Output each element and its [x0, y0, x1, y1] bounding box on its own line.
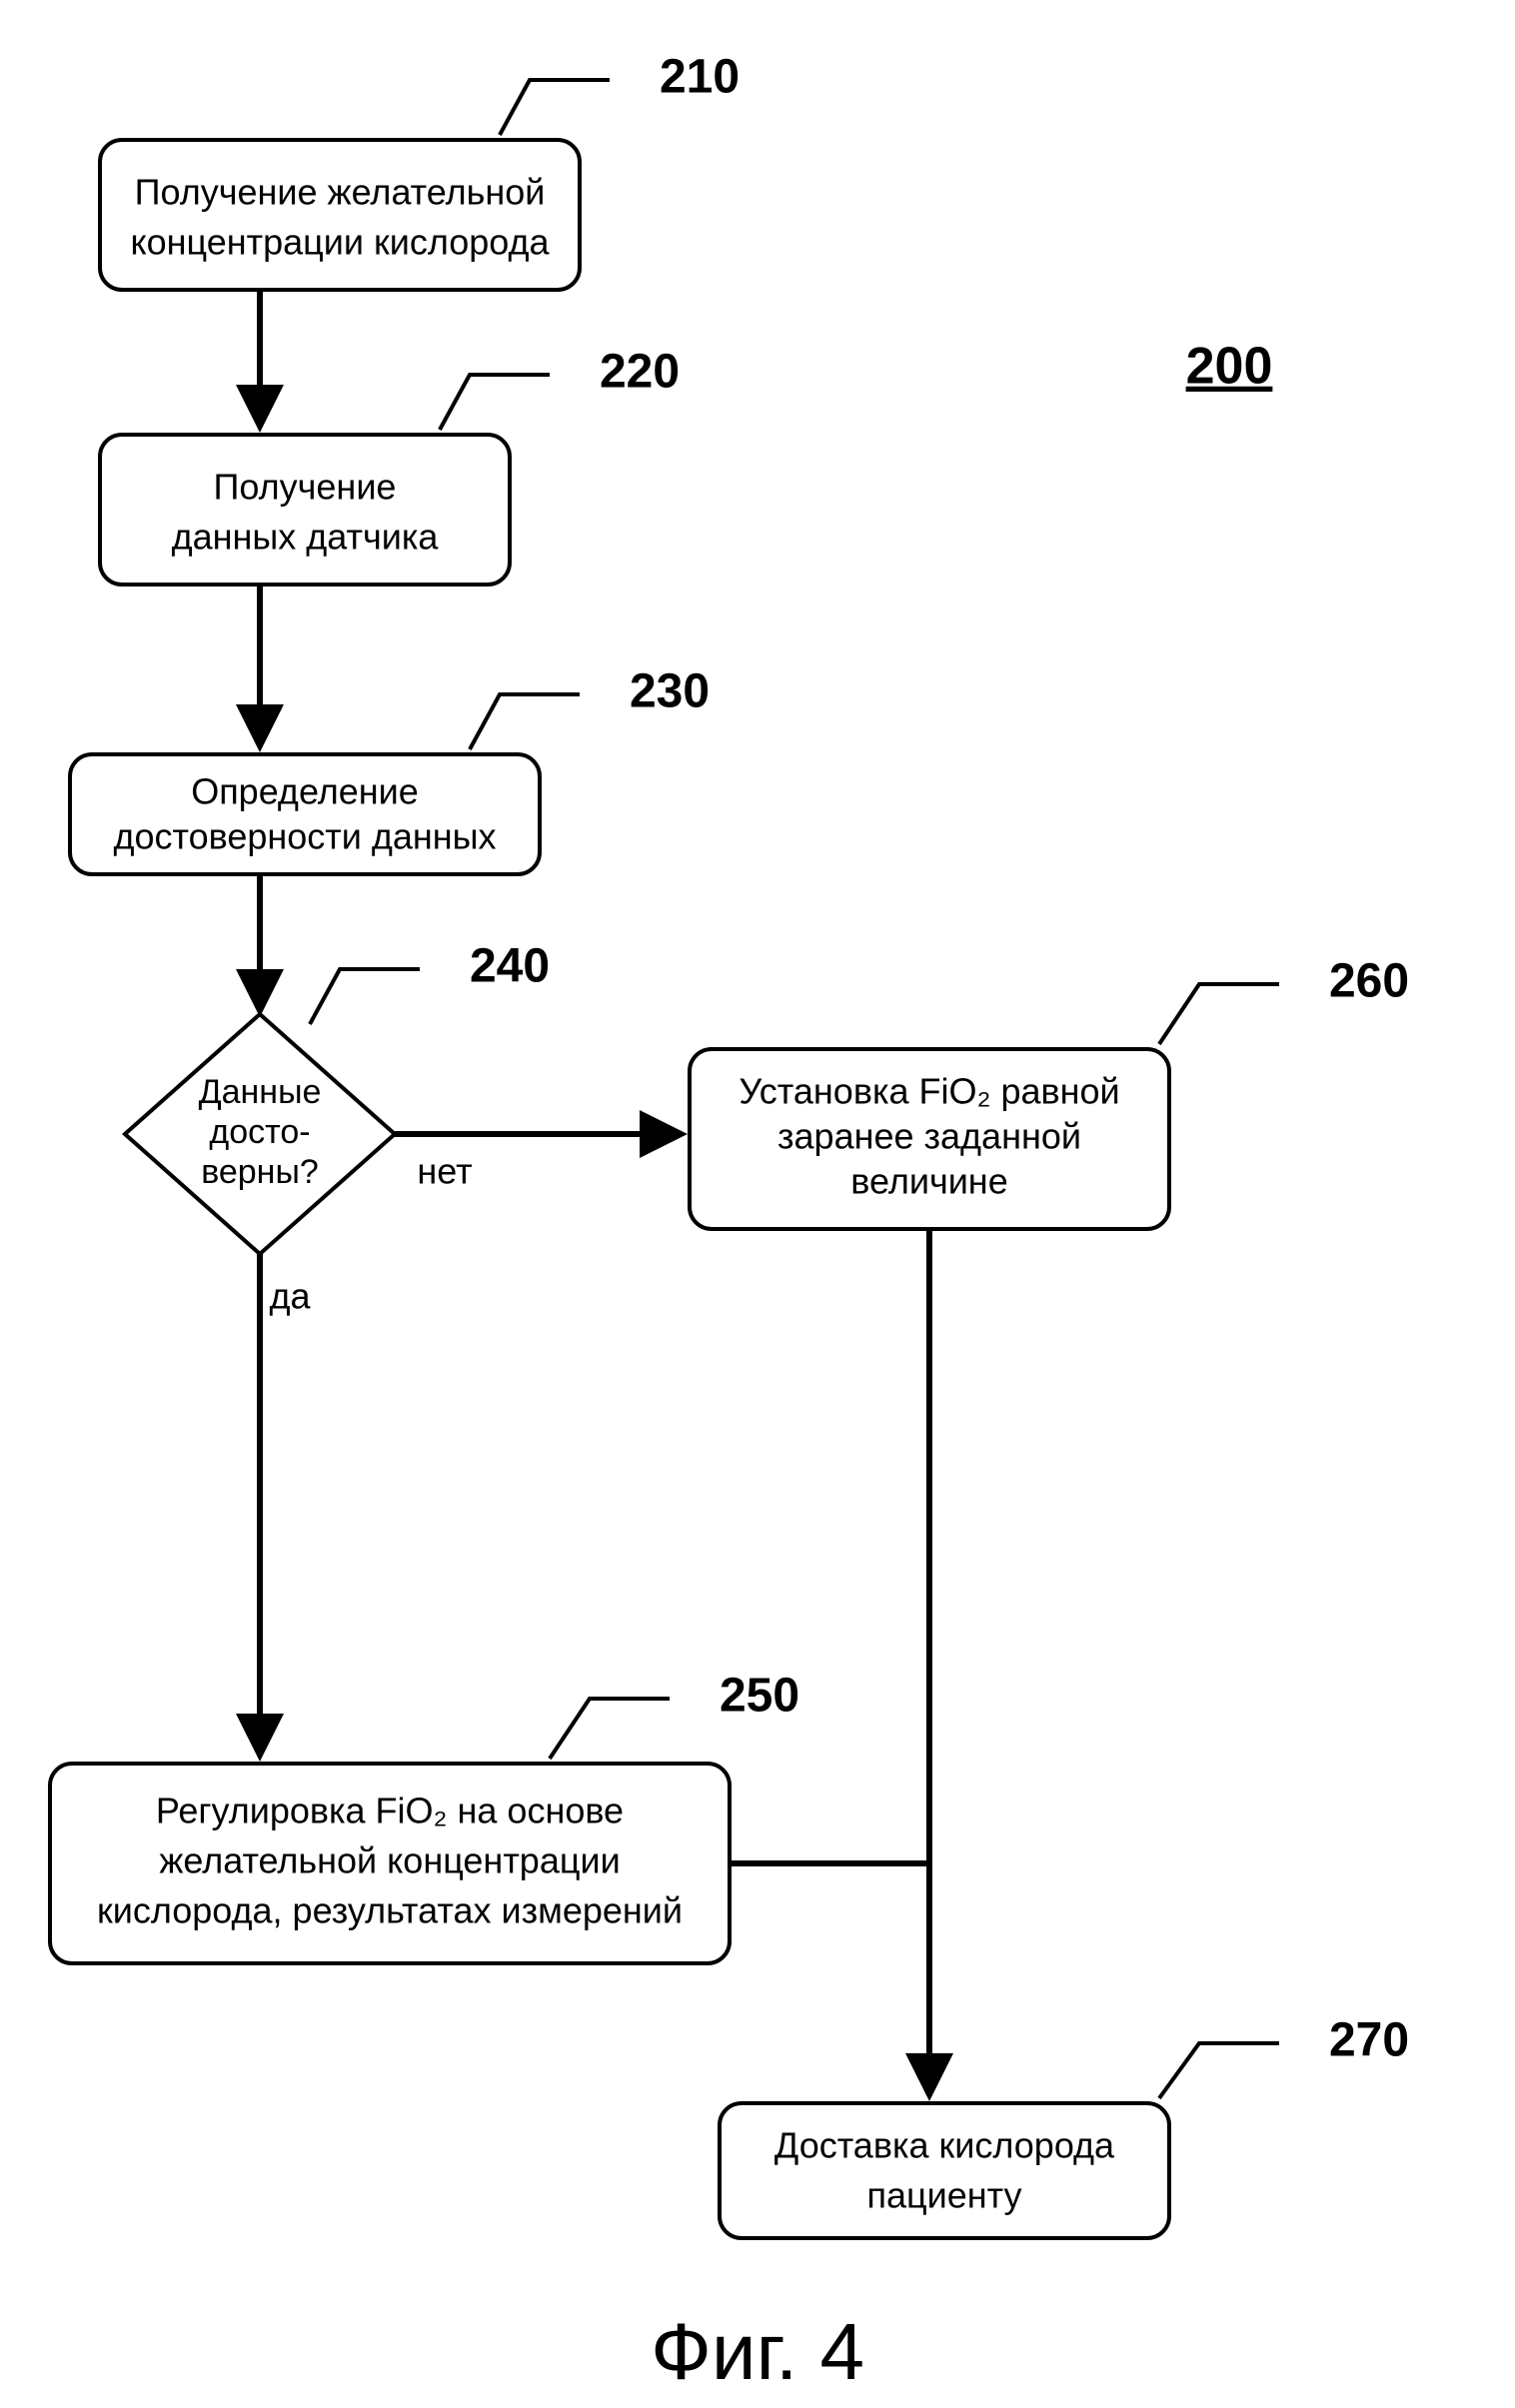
callout-260 — [1159, 984, 1279, 1044]
callout-270 — [1159, 2043, 1279, 2098]
label-260: 260 — [1329, 955, 1409, 1008]
node-210-line2: концентрации кислорода — [130, 222, 550, 263]
node-240-line1: Данные — [199, 1073, 322, 1111]
node-230-line2: достоверности данных — [113, 816, 496, 857]
callout-230 — [470, 694, 580, 749]
node-240-line3: верны? — [201, 1153, 319, 1191]
node-220-line2: данных датчика — [172, 517, 440, 558]
node-230-line1: Определение — [191, 771, 419, 812]
label-230: 230 — [630, 665, 710, 718]
callout-240 — [310, 969, 420, 1024]
node-270-line2: пациенту — [866, 2175, 1021, 2216]
node-260-line2: заранее заданной — [777, 1116, 1081, 1157]
edge-label-no: нет — [417, 1151, 472, 1192]
node-270-line1: Доставка кислорода — [774, 2125, 1115, 2166]
node-260-line1: Установка FiO₂ равной — [739, 1071, 1119, 1112]
node-270-box — [720, 2103, 1169, 2238]
callout-210 — [500, 80, 610, 135]
label-250: 250 — [720, 1670, 799, 1723]
node-210-box — [100, 140, 580, 290]
label-210: 210 — [660, 51, 740, 104]
node-240-line2: досто- — [209, 1113, 310, 1151]
node-250-line2: желательной концентрации — [159, 1840, 620, 1881]
node-220-line1: Получение — [214, 467, 397, 508]
label-240: 240 — [470, 940, 550, 993]
node-210-line1: Получение желательной — [135, 172, 546, 213]
node-220-box — [100, 435, 510, 585]
label-270: 270 — [1329, 2014, 1409, 2067]
node-250-line1: Регулировка FiO₂ на основе — [156, 1791, 624, 1831]
overall-number: 200 — [1186, 338, 1273, 396]
node-260-line3: величине — [850, 1161, 1007, 1202]
callout-220 — [440, 375, 550, 430]
callout-250 — [550, 1699, 670, 1759]
node-250-line3: кислорода, результатах измерений — [97, 1890, 683, 1931]
figure-caption: Фиг. 4 — [651, 2307, 864, 2396]
label-220: 220 — [600, 346, 680, 399]
edge-label-yes: да — [269, 1276, 311, 1317]
